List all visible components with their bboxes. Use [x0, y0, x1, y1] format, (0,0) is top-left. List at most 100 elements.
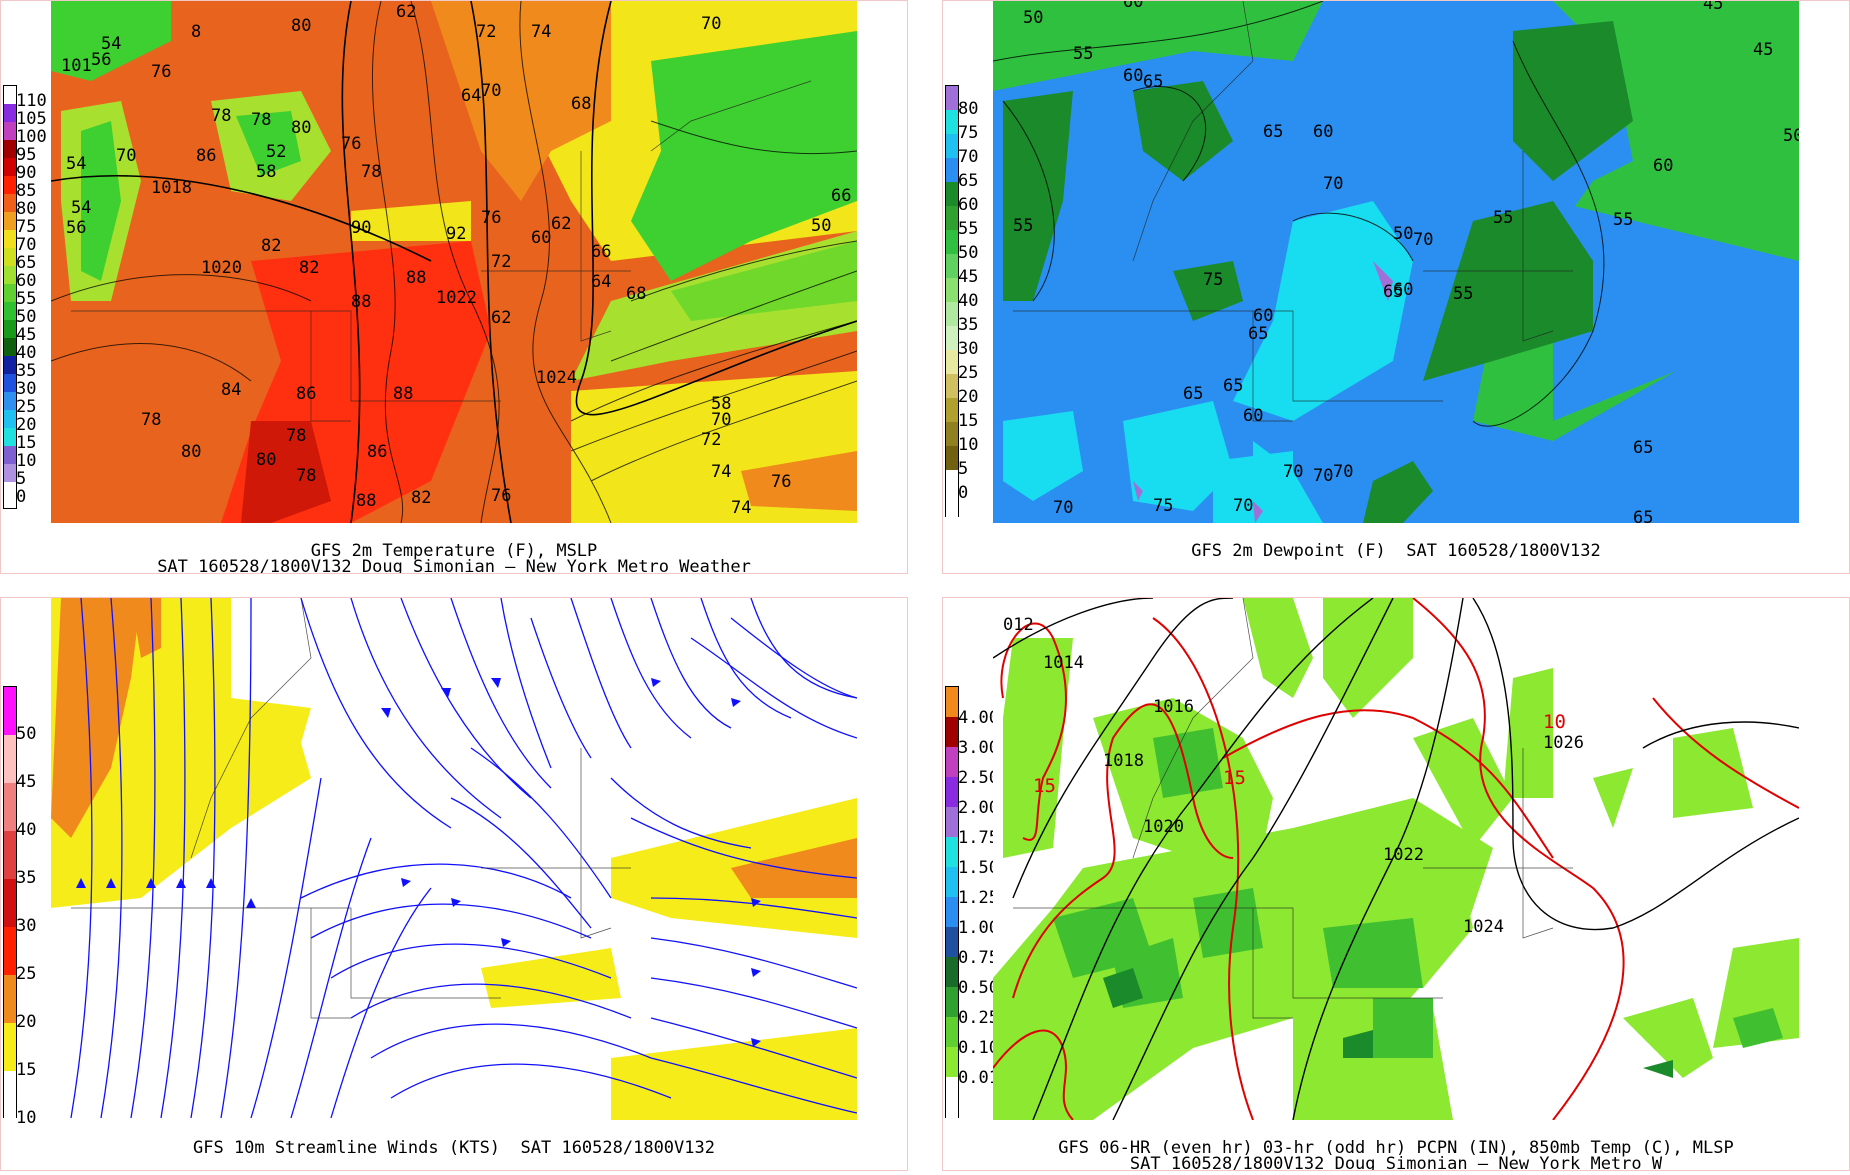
contour-label: 1026 [1543, 733, 1584, 753]
contour-label: 75 [1203, 270, 1223, 290]
contour-label: 54 [101, 34, 121, 54]
contour-label: 88 [406, 268, 426, 288]
contour-label: 88 [393, 384, 413, 404]
legend-label: 15 [958, 411, 979, 431]
contour-label: 55 [1613, 210, 1633, 230]
legend-label: 35 [16, 361, 37, 381]
precipitation-caption-line1: GFS 06-HR (even hr) 03-hr (odd hr) PCPN … [1058, 1138, 1734, 1158]
contour-label: 50 [1393, 224, 1413, 244]
precipitation-panel: 4.00 3.00 2.50 2.00 1.75 1.50 1.25 1.00 0.75 0.50… [942, 597, 1850, 1171]
contour-label: 92 [446, 224, 466, 244]
legend-label: 90 [16, 163, 37, 183]
temperature-caption-line2: SAT 160528/1800V132 Doug Simonian — New … [157, 557, 751, 574]
temperature-caption-line1: GFS 2m Temperature (F), MSLP [310, 541, 598, 561]
legend-label: 15 [16, 1060, 37, 1080]
contour-label: 1018 [151, 178, 192, 198]
contour-label: 65 [1383, 282, 1403, 302]
legend-label: 30 [16, 379, 37, 399]
legend-label: 60 [16, 271, 37, 291]
dewpoint-caption-line1: GFS 2m Dewpoint (F) SAT 160528/1800V132 [1191, 541, 1601, 561]
dewpoint-map: 5060455560656065704550555560555070556060… [993, 1, 1799, 523]
contour-label: 82 [261, 236, 281, 256]
contour-label: 78 [286, 426, 306, 446]
contour-label: 65 [1633, 508, 1653, 523]
contour-label: 60 [1123, 1, 1143, 12]
contour-label: 50 [811, 216, 831, 236]
legend-label: 3.00 [958, 738, 999, 758]
contour-label: 76 [491, 486, 511, 506]
contour-label: 1016 [1153, 697, 1194, 717]
legend-label: 0.01 [958, 1068, 999, 1088]
legend-label: 20 [958, 387, 979, 407]
contour-label: 55 [1073, 44, 1093, 64]
contour-label: 55 [1453, 284, 1473, 304]
legend-label: 40 [958, 291, 979, 311]
contour-label: 84 [221, 380, 241, 400]
contour-label: 15 [1033, 775, 1056, 797]
contour-label: 58 [711, 394, 731, 414]
contour-label: 75 [1153, 496, 1173, 516]
contour-label: 72 [476, 22, 496, 42]
legend-label: 0.25 [958, 1008, 999, 1028]
contour-label: 1014 [1043, 653, 1084, 673]
legend-label: 80 [958, 99, 979, 119]
contour-label: 76 [771, 472, 791, 492]
precipitation-map: 012 1014 1016 1018 15 15 1020 1022 1024 1026 10 [993, 598, 1799, 1120]
contour-label: 1020 [1143, 817, 1184, 837]
contour-label: 8 [191, 22, 201, 42]
contour-label: 70 [481, 81, 501, 101]
contour-label: 15 [1223, 767, 1246, 789]
contour-label: 74 [731, 498, 751, 518]
contour-label: 76 [481, 208, 501, 228]
contour-label: 68 [571, 94, 591, 114]
contour-label: 74 [711, 462, 731, 482]
contour-label: 56 [91, 50, 111, 70]
legend-label: 1.00 [958, 918, 999, 938]
contour-label: 60 [1313, 122, 1333, 142]
contour-label: 65 [1223, 376, 1243, 396]
contour-label: 70 [711, 410, 731, 430]
dewpoint-panel: 80 75 70 65 60 55 50 45 40 35 30 25 20 15 10 5 0 [942, 0, 1850, 574]
legend-label: 5 [16, 469, 27, 489]
contour-label: 70 [1233, 496, 1253, 516]
contour-label: 60 [1653, 156, 1673, 176]
legend-label: 10 [16, 451, 37, 471]
legend-label: 70 [16, 235, 37, 255]
contour-label: 62 [491, 308, 511, 328]
legend-label: 70 [958, 147, 979, 167]
contour-label: 90 [351, 218, 371, 238]
legend-label: 50 [958, 243, 979, 263]
legend-label: 2.50 [958, 768, 999, 788]
legend-label: 1.50 [958, 858, 999, 878]
contour-label: 65 [1633, 438, 1653, 458]
contour-label: 66 [831, 186, 851, 206]
legend-label: 10 [16, 1108, 37, 1128]
contour-label: 60 [1123, 66, 1143, 86]
contour-label: 86 [196, 146, 216, 166]
contour-label: 70 [1333, 462, 1353, 482]
contour-label: 60 [531, 228, 551, 248]
legend-label: 25 [16, 964, 37, 984]
contour-label: 64 [461, 86, 481, 106]
contour-label: 86 [367, 442, 387, 462]
contour-label: 70 [1283, 462, 1303, 482]
legend-label: 1.25 [958, 888, 999, 908]
contour-label: 68 [626, 284, 646, 304]
legend-label: 75 [958, 123, 979, 143]
legend-label: 45 [16, 325, 37, 345]
contour-label: 65 [1183, 384, 1203, 404]
legend-label: 4.00 [958, 708, 999, 728]
contour-label: 58 [256, 162, 276, 182]
contour-label: 80 [291, 16, 311, 36]
legend-label: 0.50 [958, 978, 999, 998]
legend-label: 105 [16, 109, 47, 129]
legend-label: 100 [16, 127, 47, 147]
contour-label: 78 [251, 110, 271, 130]
contour-label: 70 [1313, 466, 1333, 486]
legend-label: 35 [958, 315, 979, 335]
legend-label: 2.00 [958, 798, 999, 818]
temperature-panel: 110 105 100 95 90 85 80 75 70 65 60 55 50 45 40 35 30 25 2… [0, 0, 908, 574]
legend-label: 0 [16, 487, 27, 507]
contour-label: 1022 [1383, 845, 1424, 865]
contour-label: 54 [71, 198, 91, 218]
